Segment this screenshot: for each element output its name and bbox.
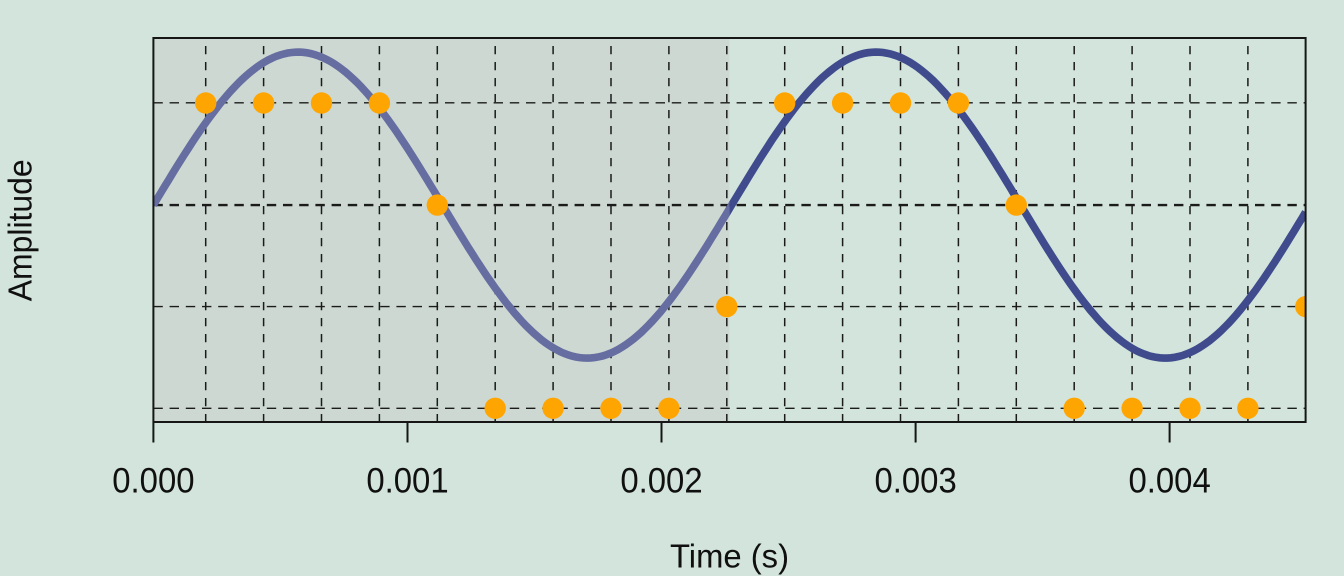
svg-text:0.004: 0.004	[1128, 462, 1210, 501]
svg-text:Time (s): Time (s)	[670, 537, 789, 574]
svg-text:0.003: 0.003	[874, 462, 956, 501]
svg-text:0.001: 0.001	[366, 462, 448, 501]
svg-text:Amplitude: Amplitude	[2, 159, 39, 301]
svg-text:0.000: 0.000	[112, 462, 194, 501]
svg-text:0.002: 0.002	[620, 462, 702, 501]
